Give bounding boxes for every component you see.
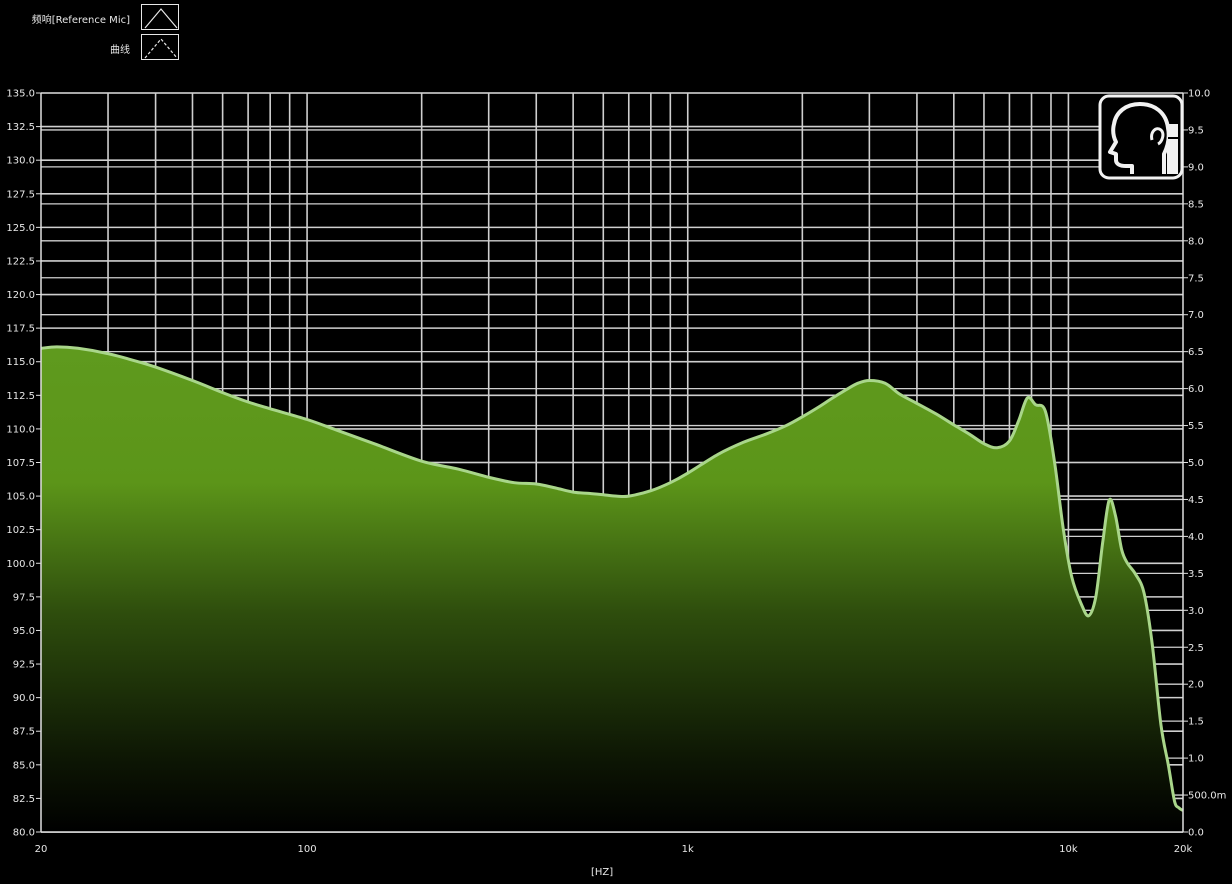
y-tick-label: 120.0: [6, 290, 35, 301]
y-tick-label: 85.0: [13, 760, 35, 771]
y-tick-label: 102.5: [6, 525, 35, 536]
y2-tick-label: 4.0: [1188, 532, 1204, 543]
y-tick-label: 112.5: [6, 391, 35, 402]
y2-tick-label: 2.0: [1188, 680, 1204, 691]
y2-tick-label: 9.0: [1188, 162, 1204, 173]
response-area: [41, 346, 1183, 832]
y-tick-label: 125.0: [6, 223, 35, 234]
head-ear-icon: [1098, 94, 1184, 180]
response-curve: [40, 345, 1184, 812]
x-tick-label: 20: [35, 844, 48, 855]
y-tick-label: 122.5: [6, 256, 35, 267]
y-tick-label: 115.0: [6, 357, 35, 368]
y-tick-label: 97.5: [13, 592, 35, 603]
y-tick-label: 90.0: [13, 693, 35, 704]
y2-tick-label: 3.0: [1188, 606, 1204, 617]
y-tick-label: 87.5: [13, 727, 35, 738]
y-tick-label: 117.5: [6, 324, 35, 335]
y2-axis-tick-labels: 10.0 9.5 9.0 8.5 8.0 7.5 7.0 6.5 6.0 5.5 5.0 4.5 4.0…: [1183, 89, 1226, 839]
x-tick-label: 10k: [1059, 844, 1078, 855]
legend-item-reference-mic[interactable]: 频响[Reference Mic]: [0, 4, 190, 30]
x-tick-label: 20k: [1174, 844, 1193, 855]
y2-tick-label: 500.0m: [1188, 791, 1226, 802]
y-tick-label: 105.0: [6, 492, 35, 503]
y-tick-label: 92.5: [13, 660, 35, 671]
solid-curve-swatch-icon: [141, 4, 179, 30]
y2-tick-label: 8.5: [1188, 199, 1204, 210]
legend: 频响[Reference Mic] 曲线: [0, 0, 200, 70]
y-tick-label: 135.0: [6, 89, 35, 100]
y2-tick-label: 7.5: [1188, 273, 1204, 284]
y-axis-tick-labels: 135.0 132.5 130.0 127.5 125.0 122.5 120.0 117.5…: [6, 89, 41, 839]
y-tick-label: 100.0: [6, 559, 35, 570]
y2-tick-label: 9.5: [1188, 125, 1204, 136]
y2-tick-label: 4.5: [1188, 495, 1204, 506]
y2-tick-label: 1.5: [1188, 717, 1204, 728]
dashed-curve-swatch-icon: [141, 34, 179, 60]
y-tick-label: 80.0: [13, 828, 35, 839]
y-tick-label: 130.0: [6, 156, 35, 167]
y-tick-label: 107.5: [6, 458, 35, 469]
y2-tick-label: 5.0: [1188, 458, 1204, 469]
y2-tick-label: 0.0: [1188, 828, 1204, 839]
y2-tick-label: 7.0: [1188, 310, 1204, 321]
y2-tick-label: 10.0: [1188, 89, 1210, 100]
y2-tick-label: 6.0: [1188, 384, 1204, 395]
y-tick-label: 110.0: [6, 424, 35, 435]
y-tick-label: 95.0: [13, 626, 35, 637]
x-axis-label: [HZ]: [591, 867, 614, 878]
legend-label: 曲线: [110, 45, 130, 56]
y2-tick-label: 5.5: [1188, 421, 1204, 432]
y2-tick-label: 3.5: [1188, 569, 1204, 580]
y-tick-label: 132.5: [6, 122, 35, 133]
y-tick-label: 82.5: [13, 794, 35, 805]
y-tick-label: 127.5: [6, 189, 35, 200]
legend-item-curve[interactable]: 曲线: [0, 34, 190, 60]
legend-label: 频响[Reference Mic]: [31, 15, 130, 26]
y2-tick-label: 1.0: [1188, 754, 1204, 765]
y2-tick-label: 8.0: [1188, 236, 1204, 247]
y2-tick-label: 6.5: [1188, 347, 1204, 358]
y2-tick-label: 2.5: [1188, 643, 1204, 654]
x-axis-tick-labels: 20 100 1k 10k 20k: [35, 844, 1193, 855]
x-tick-label: 100: [298, 844, 317, 855]
x-tick-label: 1k: [682, 844, 694, 855]
